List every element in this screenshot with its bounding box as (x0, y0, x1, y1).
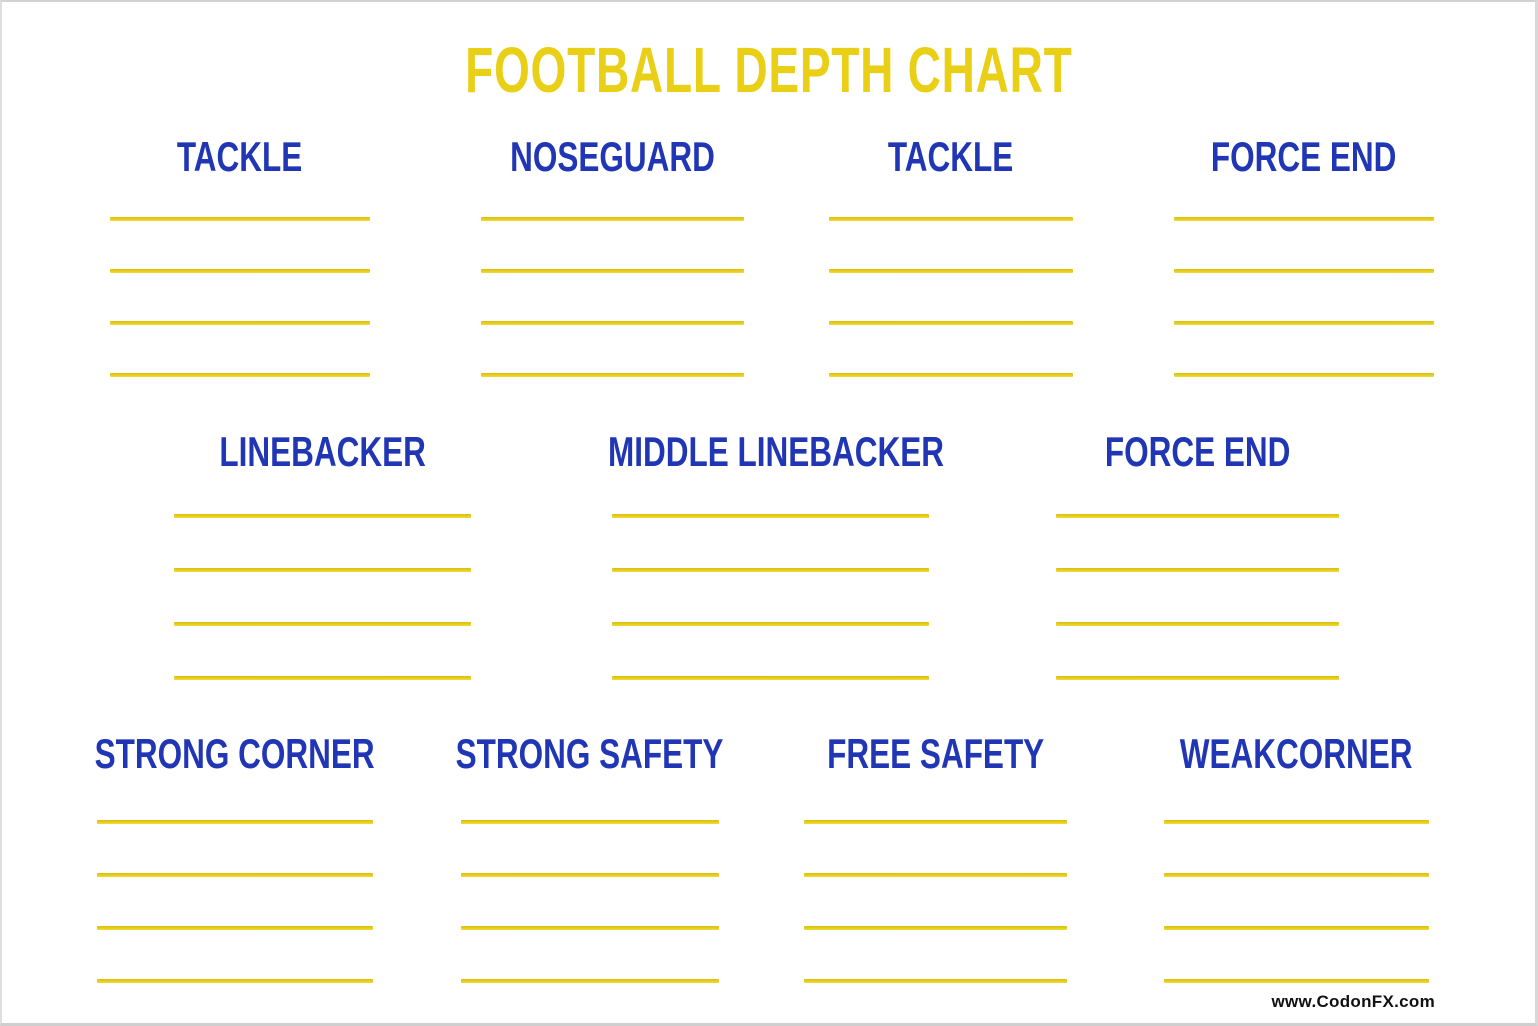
player-slot-line (804, 979, 1067, 983)
player-slot-line (612, 514, 929, 518)
player-slot-line (1164, 926, 1429, 930)
player-slot-line (804, 820, 1067, 824)
watermark: www.CodonFX.com (1271, 992, 1435, 1011)
player-slot-line (1174, 373, 1434, 377)
player-slot-line (1174, 321, 1434, 325)
player-slot-line (461, 873, 719, 877)
position-label-text: STRONG CORNER (94, 730, 376, 777)
player-slot-line (829, 321, 1073, 325)
player-slot-line (110, 217, 370, 221)
position-label: FORCE END (996, 430, 1399, 476)
player-slot-line (1164, 979, 1429, 983)
page-title-text: FOOTBALL DEPTH CHART (464, 34, 1073, 106)
player-slot-line (804, 873, 1067, 877)
player-slot-line (481, 217, 744, 221)
position-label-text: FORCE END (1104, 428, 1291, 475)
player-slot-line (1164, 820, 1429, 824)
player-slot-line (1174, 217, 1434, 221)
position-section: TACKLE (829, 135, 1073, 381)
player-slot-line (110, 269, 370, 273)
player-slot-line (174, 676, 471, 680)
player-slot-line (97, 820, 373, 824)
position-section: FORCE END (1056, 430, 1339, 684)
position-section: NOSEGUARD (481, 135, 744, 381)
position-label-text: NOSEGUARD (510, 133, 715, 180)
position-section: LINEBACKER (174, 430, 471, 684)
player-slot-line (110, 321, 370, 325)
player-slot-line (829, 217, 1073, 221)
position-label-text: TACKLE (177, 133, 303, 180)
player-slot-line (481, 373, 744, 377)
position-label-text: FORCE END (1211, 133, 1397, 180)
position-label-text: LINEBACKER (219, 428, 426, 475)
player-slot-line (612, 568, 929, 572)
position-label: WEAKCORNER (1104, 732, 1489, 778)
position-label: FORCE END (1114, 135, 1494, 181)
player-slot-line (461, 820, 719, 824)
position-label: MIDDLE LINEBACKER (552, 430, 989, 476)
position-label: STRONG SAFETY (401, 732, 779, 778)
position-label: LINEBACKER (114, 430, 531, 476)
player-slot-line (481, 321, 744, 325)
position-label: TACKLE (50, 135, 430, 181)
player-slot-line (804, 926, 1067, 930)
position-label-text: STRONG SAFETY (456, 730, 724, 777)
player-slot-line (1164, 873, 1429, 877)
player-slot-line (612, 622, 929, 626)
position-label: STRONG CORNER (37, 732, 433, 778)
player-slot-line (1174, 269, 1434, 273)
player-slot-line (829, 373, 1073, 377)
player-slot-line (1056, 676, 1339, 680)
position-section: WEAKCORNER (1164, 732, 1429, 987)
player-slot-line (97, 926, 373, 930)
position-section: STRONG SAFETY (456, 732, 724, 987)
position-section: FREE SAFETY (804, 732, 1067, 987)
player-slot-line (1056, 622, 1339, 626)
player-slot-line (461, 979, 719, 983)
player-slot-line (461, 926, 719, 930)
player-slot-line (174, 622, 471, 626)
player-slot-line (1056, 514, 1339, 518)
player-slot-line (97, 979, 373, 983)
player-slot-line (97, 873, 373, 877)
position-section: FORCE END (1174, 135, 1434, 381)
position-label: FREE SAFETY (744, 732, 1127, 778)
player-slot-line (110, 373, 370, 377)
position-label: NOSEGUARD (421, 135, 804, 181)
position-label-text: TACKLE (888, 133, 1014, 180)
player-slot-line (612, 676, 929, 680)
player-slot-line (829, 269, 1073, 273)
position-section: STRONG CORNER (95, 732, 375, 987)
position-label-text: FREE SAFETY (826, 730, 1045, 777)
position-label-text: WEAKCORNER (1180, 730, 1413, 777)
player-slot-line (174, 514, 471, 518)
position-section: TACKLE (110, 135, 370, 381)
player-slot-line (174, 568, 471, 572)
page-title: FOOTBALL DEPTH CHART (2, 38, 1535, 102)
position-section: MIDDLE LINEBACKER (608, 430, 944, 684)
player-slot-line (1056, 568, 1339, 572)
position-label: TACKLE (769, 135, 1133, 181)
position-label-text: MIDDLE LINEBACKER (608, 428, 944, 475)
player-slot-line (481, 269, 744, 273)
